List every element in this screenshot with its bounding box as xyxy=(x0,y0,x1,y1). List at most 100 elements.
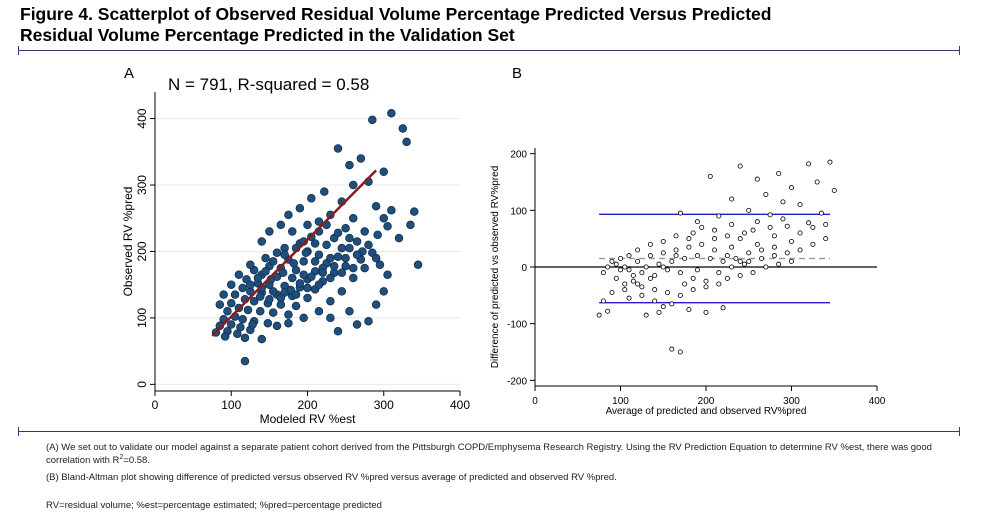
data-point xyxy=(746,258,752,264)
data-point xyxy=(284,310,293,319)
data-point xyxy=(652,298,658,304)
x-tick-label: 200 xyxy=(698,396,715,407)
data-point xyxy=(600,298,606,304)
data-point xyxy=(375,260,385,270)
figure-title-line-2: Residual Volume Percentage Predicted in … xyxy=(20,25,515,45)
y-tick-label: -100 xyxy=(507,320,527,331)
data-point xyxy=(289,259,299,268)
data-point xyxy=(686,244,692,250)
data-point xyxy=(665,289,671,295)
data-point xyxy=(677,349,683,355)
y-tick-label: 400 xyxy=(135,108,149,128)
data-point xyxy=(750,270,756,276)
data-point xyxy=(626,295,632,301)
data-point xyxy=(617,267,623,273)
y-tick-label: 200 xyxy=(510,150,527,161)
data-point xyxy=(669,258,675,264)
data-point xyxy=(712,247,718,253)
data-point xyxy=(622,264,628,270)
data-point xyxy=(257,334,267,344)
data-point xyxy=(413,260,423,270)
data-point xyxy=(639,284,645,290)
x-tick-label: 0 xyxy=(532,396,538,407)
data-point xyxy=(682,255,688,261)
caption-a: (A) We set out to validate our model aga… xyxy=(46,441,966,467)
y-axis-title: Difference of predicted vs observed RV%p… xyxy=(490,166,501,369)
data-point xyxy=(660,304,666,310)
data-point xyxy=(716,281,722,287)
data-point xyxy=(622,281,628,287)
x-tick-label: 300 xyxy=(374,398,394,412)
data-point xyxy=(635,247,641,253)
data-point xyxy=(703,278,709,284)
data-point xyxy=(827,159,833,165)
data-point xyxy=(596,312,602,318)
data-point xyxy=(776,171,782,177)
data-point xyxy=(788,258,794,264)
data-point xyxy=(720,258,726,264)
data-point xyxy=(784,223,790,229)
data-point xyxy=(720,305,726,311)
data-point xyxy=(703,309,709,315)
data-point xyxy=(759,247,765,253)
data-point xyxy=(261,267,270,276)
data-point xyxy=(268,287,278,296)
data-point xyxy=(333,326,343,336)
data-point xyxy=(656,309,662,315)
figure-title: Figure 4. Scatterplot of Observed Residu… xyxy=(20,4,980,46)
data-point xyxy=(694,253,700,259)
data-point xyxy=(724,253,730,259)
data-point xyxy=(682,281,688,287)
data-point xyxy=(626,253,632,259)
data-point xyxy=(741,261,747,267)
data-point xyxy=(383,270,392,279)
y-tick-label: 0 xyxy=(135,381,149,388)
x-tick-label: 400 xyxy=(450,398,470,412)
data-point xyxy=(379,287,389,296)
data-point xyxy=(660,264,666,270)
data-point xyxy=(301,248,311,258)
data-point xyxy=(253,273,263,283)
data-point xyxy=(379,167,389,176)
data-point xyxy=(234,270,244,279)
data-point xyxy=(724,275,730,281)
data-point xyxy=(729,221,735,227)
y-tick-label: -200 xyxy=(507,376,527,387)
data-point xyxy=(639,270,645,276)
data-point xyxy=(303,220,312,230)
data-point xyxy=(613,275,619,281)
y-tick-label: 0 xyxy=(521,263,527,274)
data-point xyxy=(352,320,362,329)
data-point xyxy=(310,239,320,248)
data-point xyxy=(690,275,696,281)
data-point xyxy=(746,207,752,213)
data-point xyxy=(345,233,354,243)
data-point xyxy=(299,237,308,246)
data-point xyxy=(647,275,653,281)
data-point xyxy=(337,243,347,253)
data-point xyxy=(647,241,653,247)
x-axis-title: Average of predicted and observed RV%pre… xyxy=(606,406,807,417)
data-point xyxy=(240,333,250,343)
data-point xyxy=(349,180,358,190)
data-point xyxy=(255,292,265,301)
data-point xyxy=(831,187,837,193)
data-point xyxy=(703,284,709,290)
data-point xyxy=(257,237,267,246)
data-point xyxy=(291,290,301,299)
data-point xyxy=(345,243,354,253)
data-point xyxy=(248,320,257,329)
data-point xyxy=(617,255,623,261)
data-point xyxy=(780,199,786,205)
data-point xyxy=(314,217,324,226)
data-point xyxy=(320,187,329,196)
caption-abbreviations: RV=residual volume; %est=percentage esti… xyxy=(46,500,382,511)
data-point xyxy=(737,163,743,169)
data-point xyxy=(669,301,675,307)
data-point xyxy=(652,272,658,278)
data-point xyxy=(326,253,335,263)
data-point xyxy=(797,202,803,208)
x-tick-label: 400 xyxy=(869,396,886,407)
data-point xyxy=(238,283,247,293)
data-point xyxy=(771,253,777,259)
